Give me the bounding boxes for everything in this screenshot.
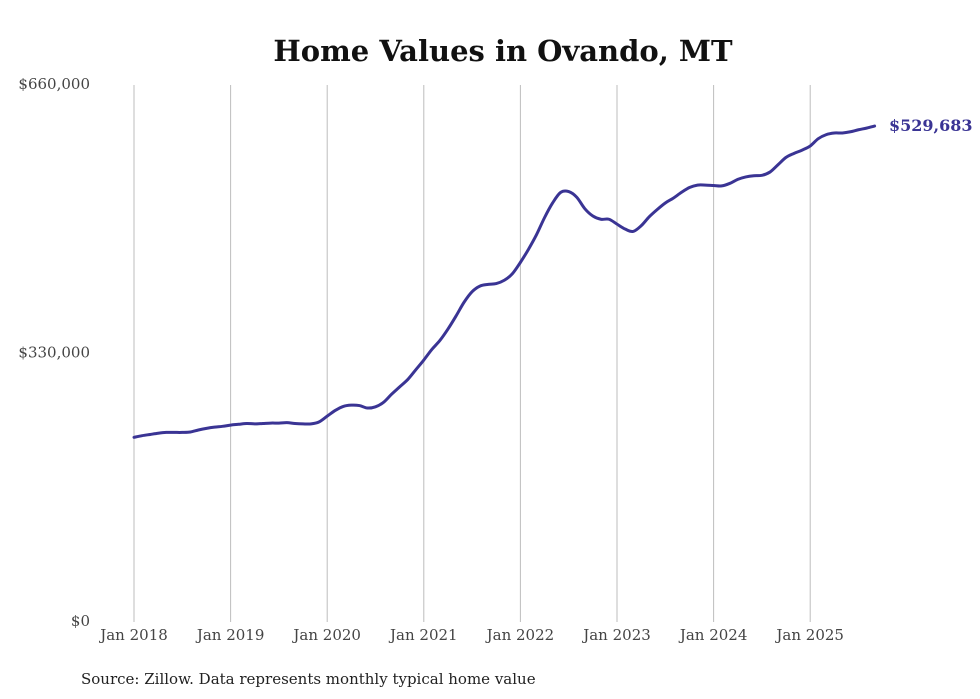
series-line-0 (132, 124, 877, 439)
series-layer (132, 124, 877, 439)
source-note: Source: Zillow. Data represents monthly … (81, 670, 536, 688)
y-tick-label: $330,000 (18, 344, 90, 362)
x-tick-label: Jan 2020 (291, 626, 361, 644)
end-value-label: $529,683 (889, 116, 973, 135)
y-tick-label: $0 (71, 612, 90, 630)
x-tick-label: Jan 2024 (678, 626, 748, 644)
x-tick-label: Jan 2023 (581, 626, 651, 644)
x-tick-label: Jan 2025 (774, 626, 844, 644)
y-axis-tick-labels: $0 $330,000 $660,000 (18, 75, 90, 630)
x-tick-label: Jan 2018 (98, 626, 168, 644)
y-tick-label: $660,000 (18, 75, 90, 93)
x-tick-label: Jan 2019 (195, 626, 265, 644)
chart-title: Home Values in Ovando, MT (273, 34, 733, 68)
vertical-gridlines (133, 85, 811, 622)
x-axis-tick-labels: Jan 2018 Jan 2019 Jan 2020 Jan 2021 Jan 2022… (98, 626, 844, 644)
x-tick-label: Jan 2022 (485, 626, 555, 644)
x-tick-label: Jan 2021 (388, 626, 458, 644)
